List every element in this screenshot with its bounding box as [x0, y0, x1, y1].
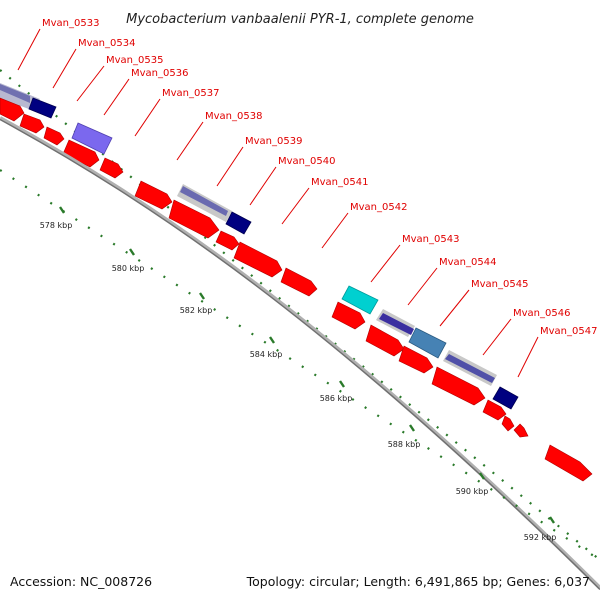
scale-tick-mark: [549, 516, 555, 524]
gene-labels: Mvan_0533 Mvan_0534 Mvan_0535 Mvan_0536 Mvan…: [17, 18, 597, 378]
gene-label: Mvan_0536: [131, 68, 188, 79]
gene-label: Mvan_0538: [205, 111, 262, 122]
gene-label-leader: [176, 121, 204, 161]
gene-label-leader: [76, 65, 105, 102]
scale-label: 588 kbp: [388, 440, 421, 449]
gene-label-leader: [281, 187, 310, 225]
gene-label-leader: [134, 98, 161, 137]
gene-label-leader: [370, 244, 401, 283]
gene-label-leader: [103, 78, 130, 116]
gene-label: Mvan_0546: [513, 308, 570, 319]
gene-label: Mvan_0543: [402, 234, 459, 245]
scale-tick-mark: [129, 248, 135, 256]
topology-text: Topology: circular; Length: 6,491,865 bp…: [246, 574, 590, 589]
scale-tick-mark: [199, 292, 205, 300]
gene-label-leader: [52, 48, 77, 89]
scale-label: 580 kbp: [112, 264, 145, 273]
scale-tick-mark: [409, 424, 415, 432]
gene-label-leader: [321, 212, 349, 249]
cog-track: [0, 83, 519, 410]
gene-label-leader: [517, 336, 539, 378]
gene-label-leader: [249, 166, 277, 206]
gene-label: Mvan_0547: [540, 326, 597, 337]
scale-ticks: 578 kbp 580 kbp 582 kbp 584 kbp 586 kbp 588 k…: [40, 206, 557, 542]
map-title: Mycobacterium vanbaalenii PYR-1, complet…: [126, 12, 474, 27]
gene-label-leader: [482, 318, 512, 356]
gene-label: Mvan_0544: [439, 257, 496, 268]
gene-label: Mvan_0545: [471, 279, 528, 290]
gene-label-leader: [216, 146, 244, 187]
scale-label: 590 kbp: [456, 487, 489, 496]
scale-label: 586 kbp: [320, 394, 353, 403]
gene-label: Mvan_0541: [311, 177, 368, 188]
gene-label: Mvan_0539: [245, 136, 302, 147]
scale-tick-mark: [59, 206, 65, 214]
gene-label: Mvan_0534: [78, 38, 135, 49]
scale-label: 584 kbp: [250, 350, 283, 359]
gene-label: Mvan_0540: [278, 156, 335, 167]
gene-label-leader: [17, 28, 41, 71]
gene-label-leader: [439, 289, 470, 327]
gene-label: Mvan_0533: [42, 18, 99, 29]
genome-backbone: [0, 116, 600, 590]
scale-label: 578 kbp: [40, 221, 73, 230]
scale-label: 582 kbp: [180, 306, 213, 315]
scale-tick-mark: [339, 380, 345, 388]
scale-label: 592 kbp: [524, 533, 557, 542]
gene-label: Mvan_0542: [350, 202, 407, 213]
scale-tick-mark: [269, 336, 275, 344]
gene-label: Mvan_0537: [162, 88, 219, 99]
scale-tick-mark: [479, 472, 485, 480]
gene-track: [0, 97, 593, 482]
gene-label: Mvan_0535: [106, 55, 163, 66]
gene-label-leader: [407, 267, 438, 306]
accession-text: Accession: NC_008726: [10, 574, 152, 589]
